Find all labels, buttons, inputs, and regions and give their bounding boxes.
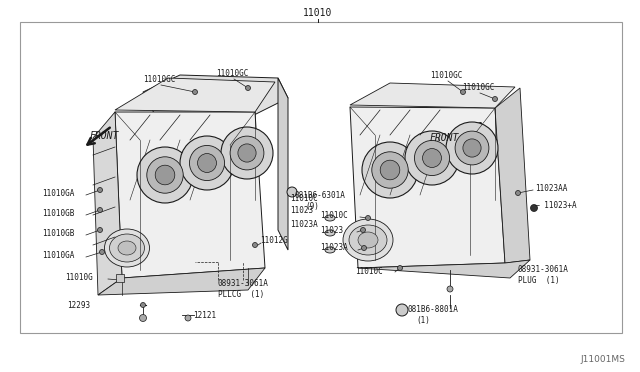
Circle shape [455,131,489,165]
Circle shape [405,131,459,185]
Polygon shape [350,107,505,268]
Circle shape [493,96,497,102]
Polygon shape [278,78,288,250]
Circle shape [97,208,102,212]
Text: 11010GC: 11010GC [462,83,494,92]
Circle shape [97,187,102,192]
Circle shape [230,136,264,170]
Circle shape [463,139,481,157]
Text: 11010GB: 11010GB [42,228,74,237]
Circle shape [287,187,297,197]
Ellipse shape [118,241,136,255]
Circle shape [396,304,408,316]
Text: 11010GA: 11010GA [42,250,74,260]
Circle shape [193,90,198,94]
Text: 11023A: 11023A [320,244,348,253]
Circle shape [189,145,225,180]
Text: 11010G: 11010G [65,273,93,282]
Circle shape [246,86,250,90]
Text: 11010GA: 11010GA [42,189,74,198]
Circle shape [362,142,418,198]
Circle shape [97,228,102,232]
Ellipse shape [325,247,335,253]
Circle shape [238,144,256,162]
Circle shape [137,147,193,203]
Circle shape [447,286,453,292]
Text: 11010C: 11010C [320,211,348,219]
Ellipse shape [109,234,145,262]
Polygon shape [115,112,265,278]
Text: PLUG  (1): PLUG (1) [518,276,559,285]
Text: FRONT: FRONT [430,133,460,143]
Text: 11010C: 11010C [290,193,317,202]
Circle shape [360,228,365,232]
Text: (1): (1) [416,317,430,326]
Circle shape [221,127,273,179]
Circle shape [140,314,147,321]
Text: 11010GB: 11010GB [42,208,74,218]
Text: 11023: 11023 [290,205,313,215]
Circle shape [156,165,175,185]
Circle shape [446,122,498,174]
Circle shape [461,90,465,94]
Text: 08931-3061A: 08931-3061A [518,266,569,275]
Text: PLLCG  (1): PLLCG (1) [218,289,264,298]
Ellipse shape [358,232,378,248]
Polygon shape [358,260,530,278]
Text: 11010C: 11010C [355,267,383,276]
Text: 11010GC: 11010GC [430,71,462,80]
Ellipse shape [325,215,335,221]
Circle shape [185,315,191,321]
Text: 11012G: 11012G [260,235,288,244]
Circle shape [180,136,234,190]
Text: 08931-3061A: 08931-3061A [218,279,269,288]
Text: 12293: 12293 [67,301,90,310]
Polygon shape [350,83,515,108]
Circle shape [253,243,257,247]
Text: — 11023+A: — 11023+A [535,201,577,209]
Text: 11023A: 11023A [290,219,317,228]
Bar [20,22,622,333]
Text: 081B6-6301A: 081B6-6301A [295,190,346,199]
Circle shape [99,250,104,254]
Text: 12121: 12121 [193,311,216,320]
Text: 081B6-8801A: 081B6-8801A [408,305,459,314]
Ellipse shape [325,230,335,236]
Text: 11010: 11010 [303,8,333,18]
Polygon shape [93,112,122,295]
Text: J11001MS: J11001MS [580,356,625,365]
Circle shape [147,157,183,193]
Ellipse shape [343,219,393,261]
Text: (9): (9) [305,202,319,211]
Bar [116,274,124,282]
Text: 11023: 11023 [320,225,343,234]
Circle shape [365,215,371,221]
Circle shape [415,141,449,176]
Ellipse shape [104,229,150,267]
Text: 11023AA: 11023AA [535,183,568,192]
Circle shape [198,154,216,173]
Polygon shape [495,88,530,263]
Circle shape [531,205,538,212]
Circle shape [422,148,442,167]
Text: FRONT: FRONT [90,131,120,141]
Polygon shape [115,78,275,112]
Text: 11010GC: 11010GC [216,68,248,77]
Polygon shape [143,75,288,118]
Polygon shape [98,268,265,295]
Circle shape [515,190,520,196]
Circle shape [397,266,403,270]
Text: 11010GC: 11010GC [143,74,175,83]
Circle shape [380,160,400,180]
Circle shape [362,246,367,250]
Circle shape [141,302,145,308]
Circle shape [372,152,408,188]
Ellipse shape [349,225,387,255]
